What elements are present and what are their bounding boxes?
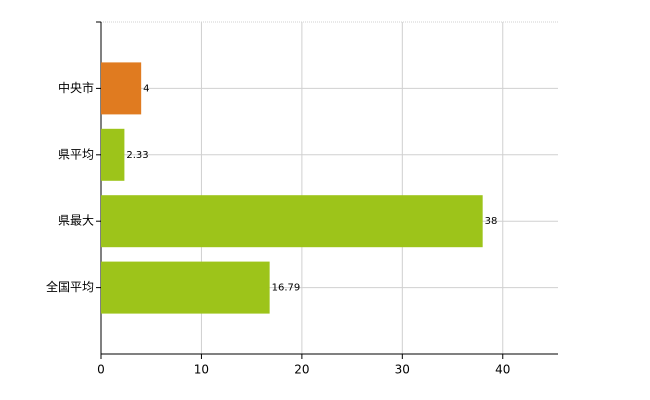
bar [101,195,483,248]
x-tick-label: 10 [194,363,209,377]
y-tick-label: 県平均 [58,147,94,161]
value-label: 16.79 [272,283,301,294]
y-tick-label: 全国平均 [46,279,94,294]
y-tick-label: 中央市 [58,80,94,95]
x-tick-label: 0 [97,363,105,377]
bar [101,128,125,181]
bar [101,261,270,314]
value-label: 4 [143,83,149,94]
bar [101,62,142,115]
x-tick-label: 40 [495,363,510,377]
y-tick-label: 県最大 [58,214,94,228]
x-tick-label: 30 [395,363,410,377]
value-label: 2.33 [126,150,148,161]
x-tick-label: 20 [294,363,309,377]
value-label: 38 [485,216,498,227]
